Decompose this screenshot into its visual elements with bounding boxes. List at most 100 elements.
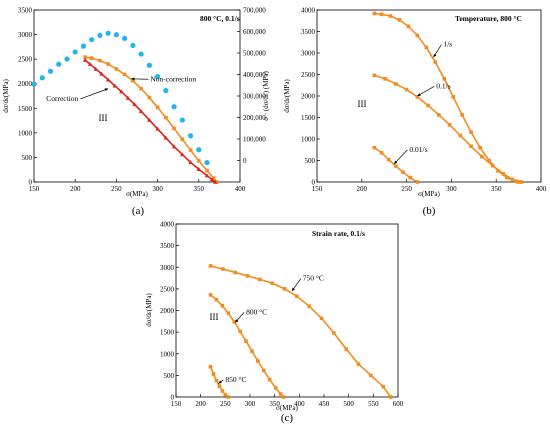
region-label: III — [358, 99, 367, 109]
data-point — [295, 294, 299, 299]
data-point — [208, 364, 213, 369]
data-point — [480, 154, 484, 159]
y-tick-label: 0 — [312, 179, 316, 187]
x-tick-label: 350 — [491, 185, 502, 193]
data-point — [209, 177, 215, 182]
x-axis-label: σ(MPa) — [126, 190, 148, 198]
x-tick-label: 250 — [401, 185, 412, 193]
data-point — [163, 135, 169, 140]
x-tick-label: 400 — [294, 400, 305, 408]
x-tick-label: 250 — [220, 400, 231, 408]
y-tick-label: 3500 — [160, 242, 175, 250]
region-label: III — [210, 312, 219, 322]
panel-label: (b) — [423, 205, 436, 217]
annotation-arrowhead — [218, 380, 222, 384]
annotation-label: Non-correction — [150, 74, 196, 83]
data-point — [215, 180, 219, 184]
plot-frame — [316, 9, 542, 183]
data-point — [388, 14, 393, 18]
data-point — [171, 104, 177, 110]
panel-label: (a) — [132, 205, 145, 217]
annotation-arrowhead — [394, 160, 398, 164]
annotation-arrowhead — [104, 88, 109, 92]
y-tick-label: 4000 — [160, 221, 175, 229]
data-point — [460, 113, 464, 117]
data-point — [146, 62, 152, 68]
data-point — [415, 180, 420, 184]
data-point — [469, 130, 473, 134]
y2-tick-label: 500,000 — [243, 50, 266, 58]
data-point — [47, 68, 54, 74]
data-point — [386, 157, 391, 162]
y-tick-label: 3000 — [301, 50, 316, 58]
y-tick-label: 1500 — [301, 114, 316, 122]
y2-tick-label: 400,000 — [243, 71, 266, 79]
data-point — [217, 384, 222, 388]
data-point — [208, 264, 213, 268]
data-point — [139, 86, 143, 91]
data-point — [204, 160, 210, 166]
annotation-label: 750 °C — [303, 274, 324, 283]
data-point — [415, 33, 420, 38]
data-point — [138, 51, 144, 57]
chart-panel-0: 150 200 250 300 350 400 0 500 1000 1500 2000 2500 30… — [2, 7, 270, 199]
data-point — [196, 147, 202, 153]
data-point — [262, 368, 266, 373]
data-point — [98, 58, 102, 63]
annotation-arrowhead — [291, 287, 296, 292]
data-point — [406, 24, 411, 29]
condition-label: Strain rate, 0.1/s — [312, 229, 365, 238]
data-point — [267, 377, 272, 382]
data-point — [213, 179, 218, 184]
y-tick-label: 500 — [164, 372, 175, 380]
data-point — [372, 11, 377, 16]
data-point — [180, 152, 185, 157]
chart-panel-2: 150 200 250 300 350 400 450 500 550 600 0 500 1000 15… — [145, 221, 404, 413]
data-point — [442, 77, 447, 81]
y-tick-label: 2000 — [160, 307, 175, 315]
data-point — [163, 88, 169, 94]
x-tick-label: 200 — [195, 400, 206, 408]
data-point — [205, 168, 209, 173]
data-point — [132, 102, 137, 107]
data-point — [220, 303, 225, 308]
x-tick-label: 400 — [536, 185, 547, 193]
data-point — [31, 81, 37, 87]
annotation-arrowhead — [235, 319, 239, 323]
data-point — [89, 56, 94, 60]
data-point — [223, 393, 228, 397]
data-point — [72, 49, 78, 55]
data-point — [519, 180, 524, 184]
x-tick-label: 300 — [446, 185, 457, 193]
data-point — [105, 30, 111, 36]
data-point — [451, 95, 455, 99]
data-point — [155, 74, 161, 80]
data-point — [171, 144, 177, 149]
data-point — [187, 133, 194, 139]
x-tick-label: 550 — [368, 400, 379, 408]
data-point — [83, 55, 87, 59]
annotation-label: 0.1/s — [436, 81, 450, 90]
y-tick-label: 4000 — [301, 7, 316, 15]
data-point — [282, 287, 287, 291]
y-tick-label: 2500 — [18, 56, 33, 64]
data-point — [138, 109, 144, 113]
data-point — [394, 82, 398, 86]
series-line — [210, 265, 392, 398]
data-point — [238, 329, 242, 334]
x-tick-label: 450 — [319, 400, 330, 408]
y-tick-label: 500 — [305, 157, 316, 165]
data-point — [250, 349, 254, 353]
data-point — [214, 297, 219, 302]
data-point — [307, 304, 311, 308]
annotation-label: 800 °C — [246, 307, 267, 316]
data-point — [197, 159, 201, 163]
data-point — [369, 373, 373, 378]
data-point — [415, 95, 420, 99]
data-point — [515, 180, 520, 184]
x-tick-label: 150 — [312, 185, 323, 193]
y-tick-label: 1500 — [18, 105, 33, 113]
x-tick-label: 500 — [343, 400, 354, 408]
annotation-arrow — [80, 88, 109, 100]
data-point — [232, 319, 237, 324]
